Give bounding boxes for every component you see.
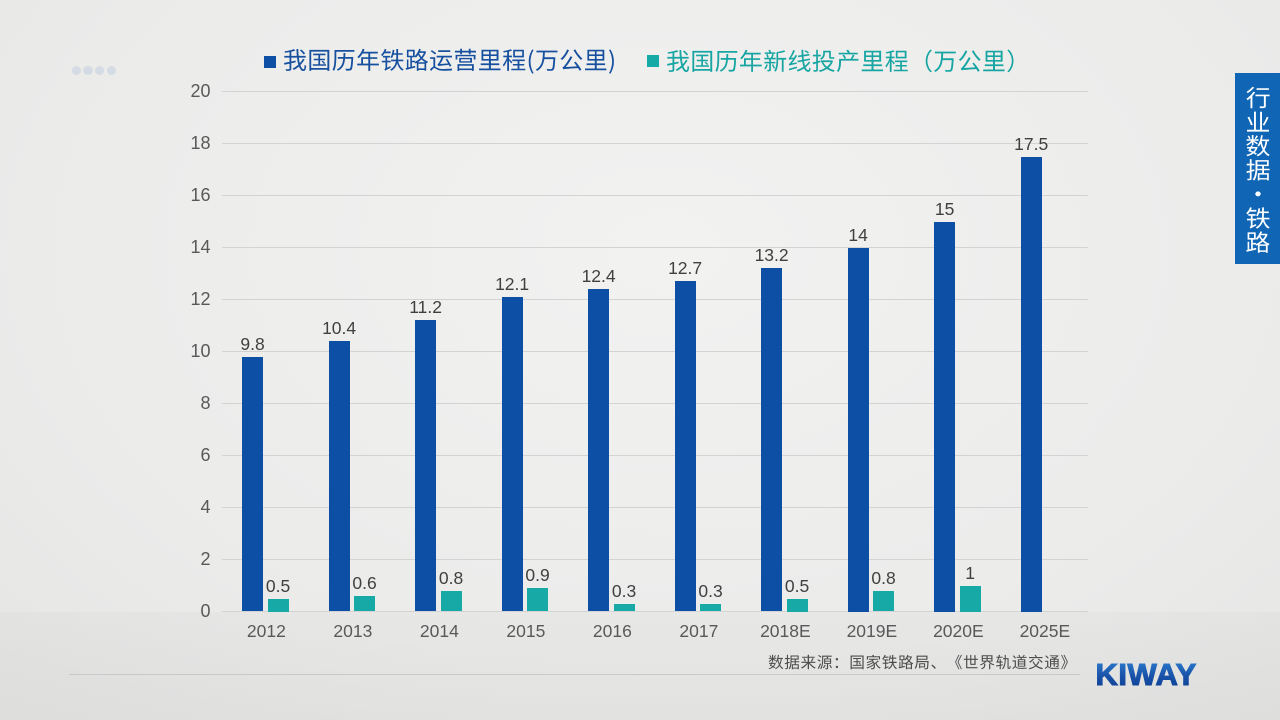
svg-text:KIWAY: KIWAY <box>1096 657 1197 692</box>
